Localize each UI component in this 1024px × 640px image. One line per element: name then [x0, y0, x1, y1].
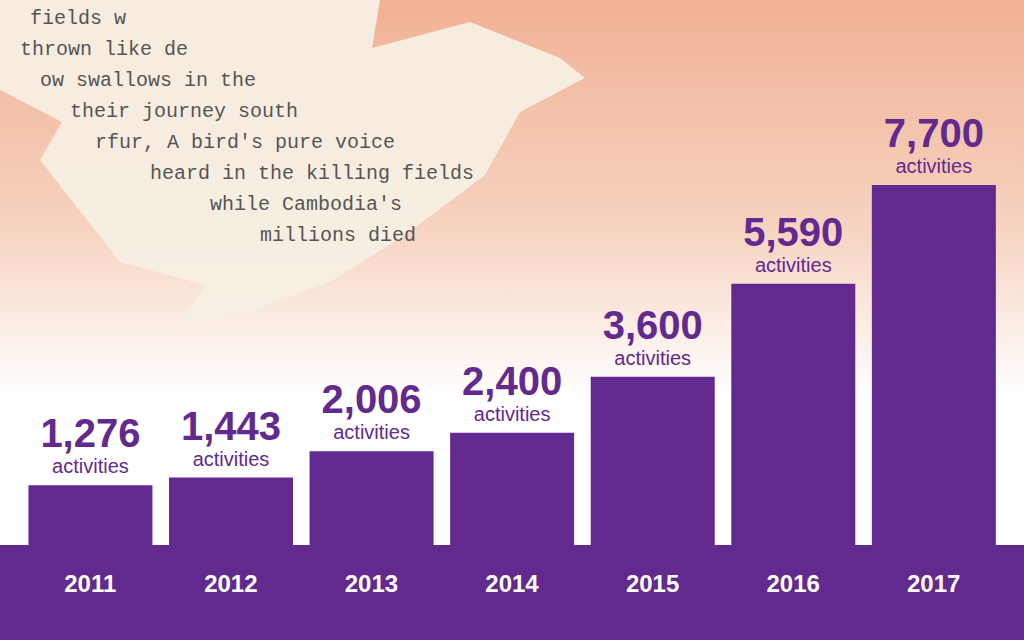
- svg-text:2015: 2015: [626, 570, 679, 597]
- svg-text:activities: activities: [896, 155, 973, 177]
- svg-text:activities: activities: [193, 448, 270, 470]
- svg-text:activities: activities: [474, 403, 551, 425]
- svg-text:ow swallows in the: ow swallows in the: [40, 69, 256, 92]
- svg-text:2014: 2014: [485, 570, 539, 597]
- svg-text:7,700: 7,700: [884, 111, 984, 155]
- svg-text:heard in the killing fields: heard in the killing fields: [150, 162, 474, 185]
- svg-text:thrown like de: thrown like de: [20, 38, 188, 61]
- svg-text:3,600: 3,600: [603, 303, 703, 347]
- svg-text:5,590: 5,590: [743, 210, 843, 254]
- svg-text:while Cambodia's: while Cambodia's: [210, 193, 402, 216]
- svg-text:2012: 2012: [204, 570, 257, 597]
- svg-text:activities: activities: [755, 254, 832, 276]
- svg-text:2011: 2011: [64, 570, 116, 597]
- svg-text:2,400: 2,400: [462, 359, 562, 403]
- svg-text:their journey south: their journey south: [70, 100, 298, 123]
- svg-text:fields w: fields w: [30, 7, 126, 30]
- svg-text:activities: activities: [614, 347, 691, 369]
- svg-text:2013: 2013: [345, 570, 398, 597]
- svg-text:2016: 2016: [766, 570, 819, 597]
- svg-text:2017: 2017: [907, 570, 960, 597]
- svg-text:rfur, A bird's pure voice: rfur, A bird's pure voice: [95, 131, 395, 154]
- svg-text:millions died: millions died: [260, 224, 416, 247]
- svg-text:1,443: 1,443: [181, 404, 281, 448]
- svg-text:1,276: 1,276: [40, 411, 140, 455]
- svg-text:2,006: 2,006: [322, 377, 422, 421]
- svg-text:activities: activities: [52, 455, 129, 477]
- svg-text:activities: activities: [333, 421, 410, 443]
